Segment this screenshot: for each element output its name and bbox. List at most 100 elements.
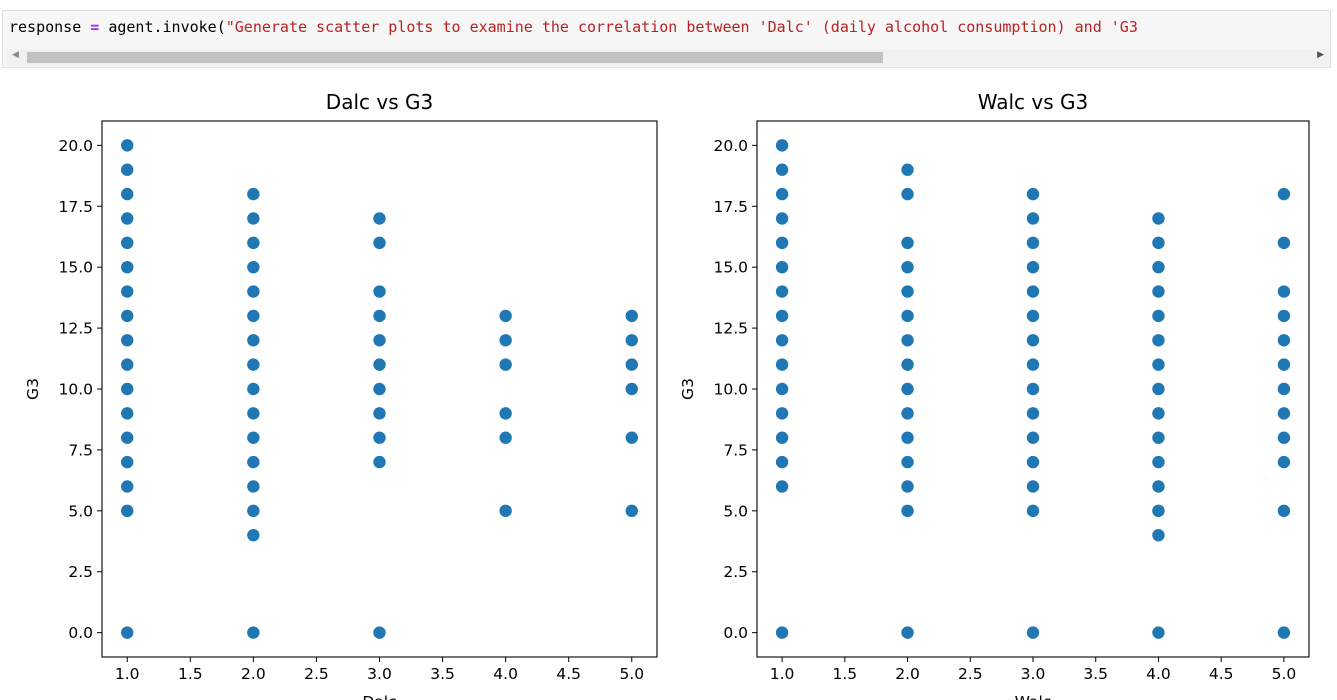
data-point (775, 407, 789, 420)
data-point (1026, 236, 1040, 250)
data-point (775, 212, 789, 225)
x-tick-label: 2.0 (895, 665, 920, 683)
data-point (1277, 236, 1291, 250)
code-line[interactable]: response = agent.invoke("Generate scatte… (9, 18, 1329, 36)
data-point (1152, 504, 1165, 518)
data-point (901, 626, 914, 639)
data-point (1026, 407, 1040, 420)
data-point (373, 382, 386, 396)
data-point (775, 139, 789, 152)
data-point (1026, 504, 1040, 518)
data-point (499, 407, 512, 420)
code-string: "Generate scatter plots to examine the c… (225, 18, 1138, 36)
data-point (121, 236, 134, 250)
code-cell[interactable]: response = agent.invoke("Generate scatte… (2, 10, 1331, 68)
data-point (1026, 455, 1040, 469)
data-point (247, 528, 260, 542)
data-point (247, 358, 260, 371)
data-point (1152, 480, 1165, 493)
data-points (121, 139, 638, 639)
data-point (121, 626, 134, 639)
data-point (121, 480, 134, 493)
data-point (625, 431, 638, 444)
data-point (625, 334, 638, 347)
data-point (373, 309, 386, 323)
data-point (1152, 334, 1165, 347)
scatter-figure: Dalc vs G3 1.0 1.5 2.0 2.5 3.0 3.5 4.0 4.5 5.0 0.0… (24, 90, 1310, 700)
data-point (901, 431, 914, 444)
data-point (901, 285, 914, 298)
data-point (499, 334, 512, 347)
y-tick-label: 0.0 (68, 624, 93, 642)
data-point (775, 285, 789, 298)
data-point (775, 309, 789, 323)
data-point (121, 407, 134, 420)
data-point (1152, 212, 1165, 225)
data-point (247, 480, 260, 493)
data-point (1152, 407, 1165, 420)
scroll-right-arrow-icon[interactable]: ▶ (1317, 50, 1324, 60)
y-tick-label: 2.5 (723, 563, 748, 581)
data-point (247, 309, 260, 323)
data-point (901, 382, 914, 396)
data-point (775, 260, 789, 274)
data-point (1152, 236, 1165, 250)
data-point (247, 407, 260, 420)
data-point (1152, 285, 1165, 298)
chart-panel-1: Dalc vs G3 1.0 1.5 2.0 2.5 3.0 3.5 4.0 4.5 5.0 0.0… (24, 90, 658, 700)
y-tick-label: 15.0 (713, 259, 748, 277)
x-tick-label: 2.5 (304, 665, 329, 683)
data-point (373, 358, 386, 371)
x-tick-label: 1.0 (770, 665, 795, 683)
data-point (775, 163, 789, 176)
data-points (775, 139, 1291, 639)
data-point (901, 358, 914, 371)
data-point (901, 407, 914, 420)
data-point (775, 236, 789, 250)
data-point (1026, 334, 1040, 347)
data-point (775, 455, 789, 469)
x-tick-label: 5.0 (619, 665, 644, 683)
data-point (1152, 358, 1165, 371)
data-point (121, 382, 134, 396)
x-tick-label: 1.0 (115, 665, 140, 683)
x-tick-label: 4.5 (556, 665, 581, 683)
data-point (1277, 407, 1291, 420)
data-point (247, 260, 260, 274)
code-variable: response (9, 18, 82, 36)
y-tick-label: 7.5 (68, 441, 93, 459)
x-tick-label: 1.5 (832, 665, 857, 683)
data-point (775, 358, 789, 371)
data-point (499, 358, 512, 371)
y-tick-label: 20.0 (713, 137, 748, 155)
data-point (1026, 187, 1040, 201)
data-point (373, 212, 386, 225)
data-point (901, 334, 914, 347)
x-tick-label: 3.0 (367, 665, 392, 683)
data-point (373, 431, 386, 444)
data-point (1026, 480, 1040, 493)
data-point (247, 455, 260, 469)
data-point (775, 334, 789, 347)
data-point (121, 285, 134, 298)
y-tick-label: 0.0 (723, 624, 748, 642)
x-tick-label: 2.0 (241, 665, 266, 683)
data-point (247, 212, 260, 225)
data-point (373, 626, 386, 639)
scroll-left-arrow-icon[interactable]: ◀ (12, 50, 19, 60)
y-tick-label: 10.0 (713, 381, 748, 399)
y-tick-label: 12.5 (713, 320, 748, 338)
data-point (1026, 309, 1040, 323)
scrollbar-thumb[interactable] (27, 52, 883, 63)
data-point (121, 163, 134, 176)
data-point (625, 309, 638, 323)
data-point (901, 260, 914, 274)
data-point (1026, 382, 1040, 396)
data-point (499, 309, 512, 323)
x-tick-label: 4.0 (1146, 665, 1171, 683)
data-point (247, 431, 260, 444)
horizontal-scrollbar[interactable]: ◀ ▶ (7, 49, 1330, 66)
data-point (1152, 626, 1165, 639)
data-point (775, 431, 789, 444)
data-point (121, 187, 134, 201)
